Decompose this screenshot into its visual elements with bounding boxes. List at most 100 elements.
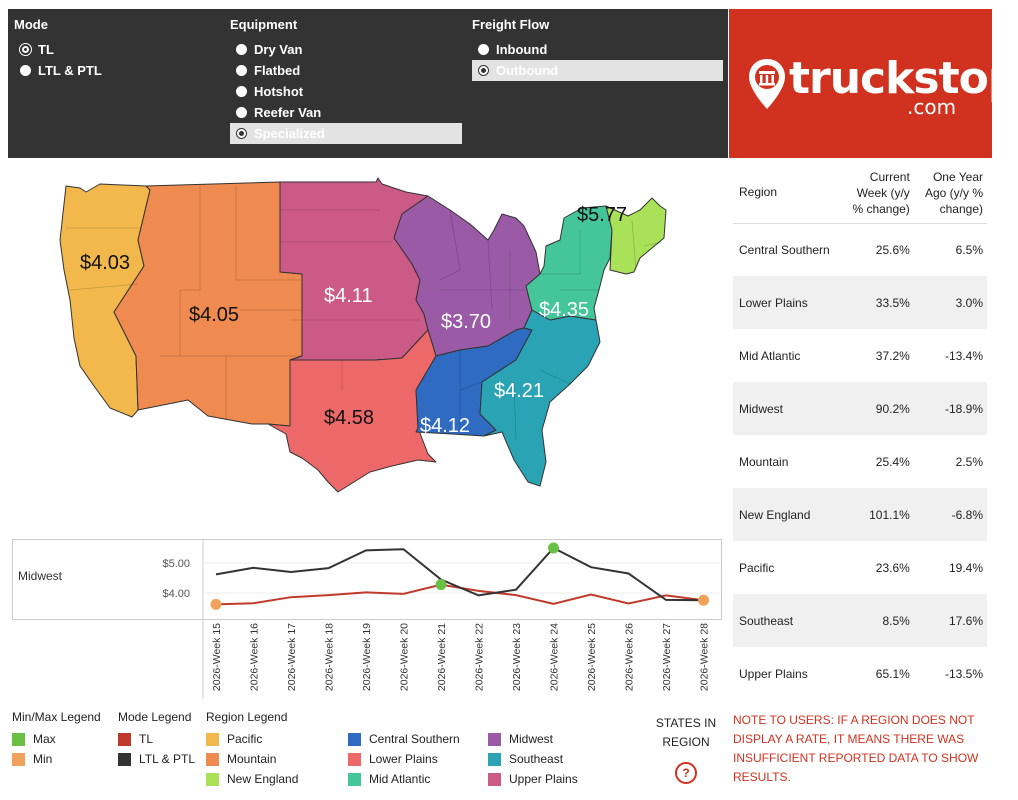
rate-label-upper-plains: $4.11 [324, 285, 373, 307]
region-mid-atlantic[interactable] [525, 205, 613, 321]
cell-one-year-ago: 2.5% [955, 454, 983, 469]
table-row[interactable]: Lower Plains 33.5% 3.0% [733, 276, 987, 329]
legend-swatch [488, 752, 501, 766]
legend-item-min[interactable]: Min [12, 749, 101, 769]
legend-item-upper-plains[interactable]: Upper Plains [488, 769, 598, 789]
legend-item-lower-plains[interactable]: Lower Plains [348, 749, 488, 769]
region-legend: Region Legend Pacific Mountain New Engla… [206, 710, 606, 789]
cell-region: Midwest [733, 382, 842, 435]
table-row[interactable]: Mid Atlantic 37.2% -13.4% [733, 329, 987, 382]
region-new-england[interactable] [605, 197, 667, 275]
legend-swatch [206, 752, 219, 766]
legend-item-max[interactable]: Max [12, 729, 101, 749]
table-row[interactable]: Southeast 8.5% 17.6% [733, 594, 987, 647]
y-tick-label: $4.00 [162, 588, 190, 600]
min-marker [698, 594, 709, 606]
cell-current-week: 101.1% [841, 488, 914, 541]
mode-option-ltl-ptl[interactable]: LTL & PTL [14, 60, 214, 81]
table-row[interactable]: Central Southern 25.6% 6.5% [733, 223, 987, 276]
equipment-option-hotshot[interactable]: Hotshot [230, 81, 462, 102]
radio-icon [236, 86, 247, 97]
x-tick-label: 2026-Week 22 [474, 623, 486, 691]
y-tick-label: $5.00 [162, 558, 190, 570]
cell-region: Pacific [739, 560, 775, 575]
equipment-option-reefer-van[interactable]: Reefer Van [230, 102, 462, 123]
region-lower-plains[interactable] [267, 329, 437, 493]
mode-filter-title: Mode [14, 17, 48, 32]
legend-item-southeast[interactable]: Southeast [488, 749, 598, 769]
rate-label-midwest: $3.70 [441, 311, 491, 333]
cell-one-year-ago: 6.5% [955, 242, 983, 257]
rate-label-central-southern: $4.12 [420, 415, 470, 437]
legend-item-tl[interactable]: TL [118, 729, 195, 749]
x-tick-label: 2026-Week 15 [211, 623, 223, 691]
cell-current-week: 25.6% [875, 242, 910, 257]
help-question-icon[interactable]: ? [675, 762, 697, 784]
legend-item-ltl-ptl[interactable]: LTL & PTL [118, 749, 195, 769]
x-tick-label: 2026-Week 24 [549, 623, 561, 691]
cell-region: Mid Atlantic [739, 348, 801, 363]
legend-item-pacific[interactable]: Pacific [206, 729, 348, 749]
cell-current-week: 37.2% [875, 348, 910, 363]
freight-flow-option-outbound[interactable]: Outbound [472, 60, 723, 81]
region-upper-plains[interactable] [279, 177, 429, 361]
freight-flow-filter-title: Freight Flow [472, 17, 550, 32]
logo-domain: .com [907, 95, 957, 119]
radio-icon [20, 44, 31, 55]
mode-legend-title: Mode Legend [118, 710, 192, 724]
x-tick-label: 2026-Week 21 [436, 623, 448, 691]
cell-region: Upper Plains [739, 666, 808, 681]
legend-item-new-england[interactable]: New England [206, 769, 348, 789]
equipment-filter-title: Equipment [230, 17, 298, 32]
cell-current-week: 25.4% [875, 454, 910, 469]
cell-current-week: 8.5% [841, 594, 914, 647]
radio-icon [478, 44, 489, 55]
max-marker [435, 579, 447, 591]
cell-region: Mountain [739, 454, 789, 469]
table-row[interactable]: Pacific 23.6% 19.4% [733, 541, 987, 594]
table-row[interactable]: New England 101.1% -6.8% [733, 488, 987, 541]
legend-item-mountain[interactable]: Mountain [206, 749, 348, 769]
cell-current-week: 33.5% [841, 276, 914, 329]
max-marker [548, 542, 559, 554]
x-tick-label: 2026-Week 23 [511, 623, 523, 691]
cell-one-year-ago: -6.8% [913, 488, 987, 541]
column-header-region[interactable]: Region [733, 168, 842, 224]
truckstop-logo[interactable]: truckstop .com [729, 9, 1018, 158]
table-header-row: Region Current Week (y/y % change) One Y… [733, 168, 987, 224]
radio-icon [478, 65, 489, 76]
legend-item-central-southern[interactable]: Central Southern [348, 729, 488, 749]
location-pin-icon [749, 59, 785, 109]
region-legend-title: Region Legend [206, 710, 288, 724]
legend-swatch [12, 752, 25, 766]
mode-filter: Mode TL LTL & PTL [14, 17, 214, 81]
cell-one-year-ago: 3.0% [913, 276, 987, 329]
radio-icon [236, 107, 247, 118]
rate-label-new-england: $5.77 [577, 204, 627, 226]
equipment-filter: Equipment Dry Van Flatbed Hotshot Reefer… [230, 17, 462, 144]
cell-region: Central Southern [739, 242, 830, 257]
equipment-option-dry-van[interactable]: Dry Van [230, 39, 462, 60]
x-tick-label: 2026-Week 18 [324, 623, 336, 691]
cell-region: New England [733, 488, 842, 541]
table-row[interactable]: Mountain 25.4% 2.5% [733, 435, 987, 488]
minmax-legend: Min/Max Legend Max Min [12, 710, 101, 769]
table-row[interactable]: Midwest 90.2% -18.9% [733, 382, 987, 435]
legend-swatch [488, 732, 501, 746]
series-line-ltl-ptl [215, 546, 704, 602]
freight-flow-option-inbound[interactable]: Inbound [472, 39, 723, 60]
column-header-one-year-ago[interactable]: One Year Ago (y/y % change) [913, 168, 987, 224]
users-note: NOTE TO USERS: IF A REGION DOES NOT DISP… [733, 713, 979, 784]
mode-option-tl[interactable]: TL [14, 39, 214, 60]
equipment-option-flatbed[interactable]: Flatbed [230, 60, 462, 81]
rate-label-southeast: $4.21 [494, 380, 544, 402]
legend-swatch [206, 732, 219, 746]
table-row[interactable]: Upper Plains 65.1% -13.5% [733, 647, 987, 700]
equipment-option-specialized[interactable]: Specialized [230, 123, 462, 144]
legend-item-midwest[interactable]: Midwest [488, 729, 598, 749]
column-header-current-week[interactable]: Current Week (y/y % change) [841, 168, 914, 224]
rate-label-mid-atlantic: $4.35 [539, 299, 589, 321]
x-tick-label: 2026-Week 25 [586, 623, 598, 691]
states-in-region-label-1: STATES IN [655, 716, 717, 730]
legend-item-mid-atlantic[interactable]: Mid Atlantic [348, 769, 488, 789]
